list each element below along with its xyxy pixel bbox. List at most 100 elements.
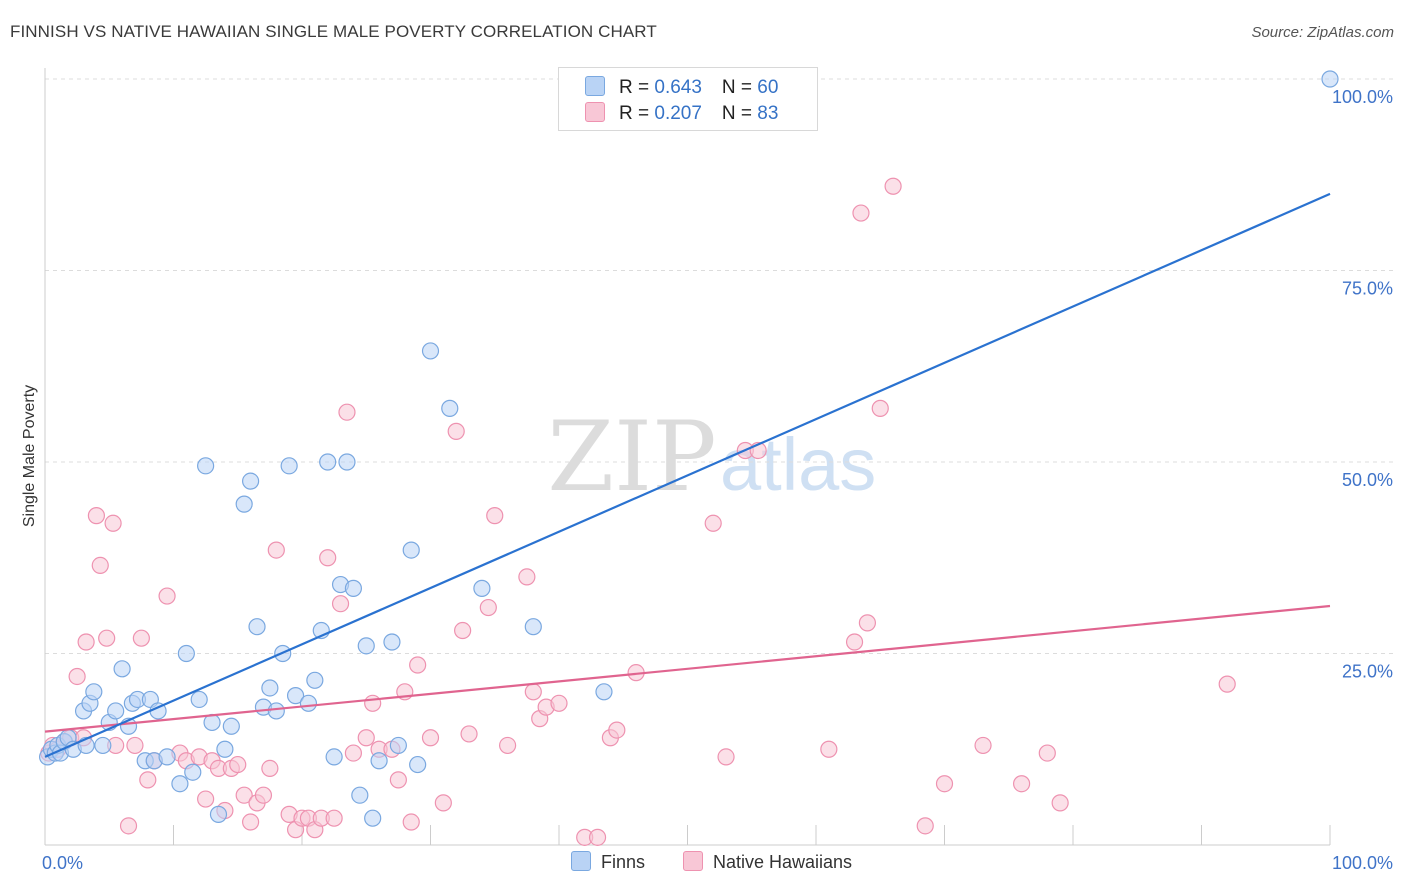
hawaiian-point bbox=[1051, 794, 1069, 812]
finn-point bbox=[171, 775, 189, 793]
hawaiian-point bbox=[68, 667, 86, 686]
finn-point bbox=[383, 633, 401, 651]
legend-n-label: N = bbox=[721, 77, 758, 98]
finn-point bbox=[1321, 70, 1339, 88]
chart-title: FINNISH VS NATIVE HAWAIIAN SINGLE MALE P… bbox=[10, 22, 657, 41]
hawaiian-point bbox=[126, 736, 144, 755]
finn-point bbox=[389, 736, 407, 755]
finn-point bbox=[94, 736, 112, 755]
hawaiian-point bbox=[518, 568, 536, 586]
hawaiian-point bbox=[871, 399, 889, 417]
hawaiian-point bbox=[717, 748, 735, 766]
hawaiians-swatch bbox=[585, 102, 605, 122]
hawaiian-point bbox=[338, 403, 356, 421]
hawaiian-point bbox=[608, 721, 626, 739]
hawaiian-point bbox=[119, 817, 138, 835]
bottom-legend-finns: Finns bbox=[571, 851, 645, 873]
legend-n-value: 83 bbox=[757, 103, 779, 124]
finn-point bbox=[325, 748, 343, 766]
hawaiian-point bbox=[87, 507, 106, 525]
x-tick-label: 0.0% bbox=[42, 853, 83, 873]
y-tick-label: 50.0% bbox=[1342, 470, 1393, 490]
hawaiian-point bbox=[98, 629, 116, 647]
hawaiian-point bbox=[434, 794, 452, 812]
grid bbox=[45, 78, 1395, 654]
watermark-atlas: atlas bbox=[720, 423, 876, 506]
finn-point bbox=[280, 457, 298, 475]
hawaiian-point bbox=[916, 817, 934, 835]
hawaiian-point bbox=[139, 771, 157, 789]
finns-trend-line bbox=[44, 192, 1331, 758]
hawaiians-swatch bbox=[683, 851, 703, 871]
finn-point bbox=[113, 660, 131, 678]
hawaiian-point bbox=[1012, 775, 1031, 793]
finn-point bbox=[351, 786, 369, 804]
hawaiian-point bbox=[588, 828, 607, 846]
hawaiian-point bbox=[261, 759, 279, 778]
hawaiian-point bbox=[499, 736, 517, 755]
legend-r-label: R = bbox=[619, 103, 655, 124]
finn-point bbox=[177, 644, 195, 663]
watermark: ZIP atlas bbox=[547, 401, 876, 513]
hawaiian-point bbox=[820, 740, 838, 758]
finn-point bbox=[242, 472, 260, 490]
finn-point bbox=[319, 453, 337, 471]
finn-point bbox=[107, 702, 125, 720]
finn-point bbox=[421, 342, 440, 360]
hawaiian-point bbox=[852, 204, 870, 222]
finn-point bbox=[209, 805, 228, 823]
finn-point bbox=[473, 579, 491, 597]
hawaiian-point bbox=[77, 633, 95, 651]
hawaiian-point bbox=[197, 790, 215, 808]
hawaiian-point bbox=[858, 614, 877, 632]
hawaiian-point bbox=[1218, 675, 1236, 693]
hawaiian-point bbox=[344, 744, 362, 762]
hawaiians-trend-line bbox=[44, 604, 1331, 733]
finn-point bbox=[364, 809, 382, 827]
finn-point bbox=[184, 763, 202, 781]
legend-r-label: R = bbox=[619, 77, 655, 98]
finn-point bbox=[158, 748, 176, 766]
hawaiian-point bbox=[389, 771, 407, 789]
hawaiian-point bbox=[974, 736, 992, 755]
finn-point bbox=[197, 457, 215, 475]
finn-point bbox=[216, 740, 234, 758]
finn-point bbox=[85, 683, 103, 701]
axes bbox=[44, 68, 1331, 846]
chart-source: Source: ZipAtlas.com bbox=[1251, 24, 1394, 41]
hawaiian-point bbox=[884, 177, 902, 195]
finn-point bbox=[441, 399, 459, 417]
hawaiian-point bbox=[421, 729, 440, 747]
finn-point bbox=[338, 453, 356, 471]
hawaiian-point bbox=[550, 694, 568, 712]
bottom-legend-hawaiians: Native Hawaiians bbox=[683, 851, 852, 873]
hawaiian-point bbox=[235, 786, 253, 804]
finn-point bbox=[190, 690, 208, 709]
finn-point bbox=[248, 618, 266, 636]
hawaiian-point bbox=[409, 656, 427, 674]
finn-point bbox=[306, 671, 324, 689]
hawaiian-point bbox=[132, 629, 150, 647]
legend-r-value: 0.643 bbox=[654, 77, 702, 98]
hawaiian-point bbox=[319, 549, 337, 567]
hawaiian-point bbox=[357, 729, 375, 747]
bottom-legend-hawaiians-label: Native Hawaiians bbox=[713, 852, 853, 872]
hawaiian-point bbox=[254, 786, 273, 804]
hawaiian-point bbox=[229, 755, 247, 774]
finn-point bbox=[409, 755, 427, 774]
hawaiian-point bbox=[486, 507, 504, 525]
finn-point bbox=[286, 687, 305, 705]
y-tick-label: 100.0% bbox=[1332, 87, 1393, 107]
finn-point bbox=[524, 618, 542, 636]
hawaiian-point bbox=[158, 587, 176, 605]
hawaiian-point bbox=[845, 633, 864, 651]
x-tick-label: 100.0% bbox=[1332, 853, 1393, 873]
finn-point bbox=[222, 717, 240, 735]
finn-point bbox=[235, 495, 253, 513]
finn-point bbox=[370, 752, 388, 770]
hawaiian-point bbox=[460, 725, 478, 743]
bottom-legend-finns-label: Finns bbox=[601, 852, 646, 872]
finn-point bbox=[402, 541, 420, 559]
finn-point bbox=[299, 694, 318, 712]
hawaiian-point bbox=[242, 813, 260, 831]
